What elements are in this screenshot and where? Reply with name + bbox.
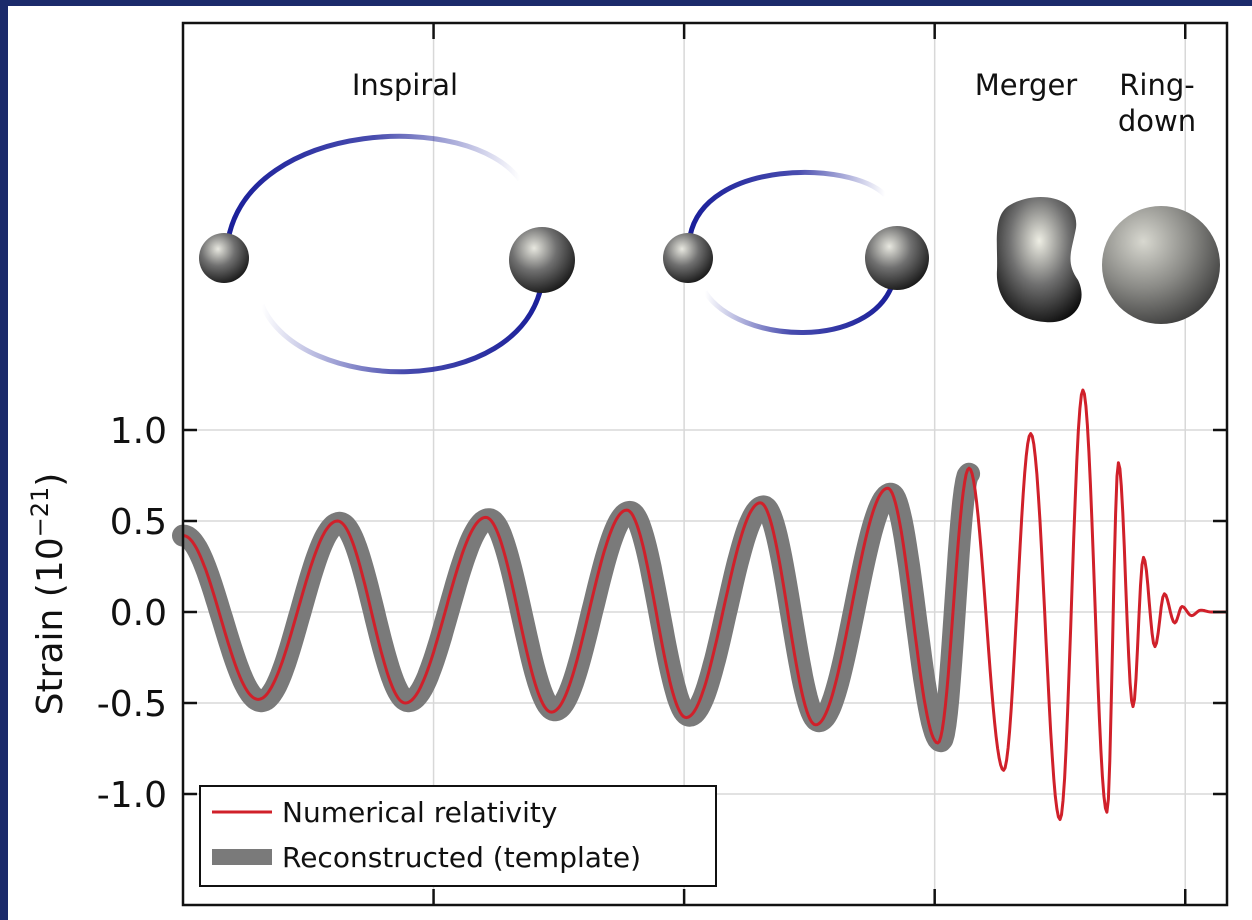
black-hole-large-2: [865, 226, 929, 290]
legend: Numerical relativity Reconstructed (temp…: [199, 785, 717, 887]
y-tick-label-3: -0.5: [97, 684, 167, 725]
inspiral-orbit-small: [663, 169, 929, 335]
inspiral-orbit-large: [199, 133, 575, 375]
y-tick-label-0: 1.0: [110, 411, 167, 452]
black-hole-small-2: [663, 233, 713, 283]
y-axis-label: Strain (10−21): [26, 473, 71, 716]
stage-label-inspiral: Inspiral: [352, 68, 458, 102]
orbit-arc-lower-large: [259, 282, 545, 375]
legend-swatch-reconstructed: [212, 849, 272, 865]
black-hole-small-1: [199, 233, 249, 283]
y-tick-label-1: 0.5: [110, 502, 167, 543]
series-numerical-relativity: [182, 388, 1228, 821]
y-axis-label-exponent: −21: [26, 487, 54, 538]
plot-frame: [181, 21, 1229, 907]
y-axis-label-main: Strain (10: [30, 537, 71, 715]
orbit-arc-lower-small: [702, 282, 896, 335]
y-tick-labels: 1.0 0.5 0.0 -0.5 -1.0: [97, 411, 167, 816]
y-tick-label-2: 0.0: [110, 593, 167, 634]
series-reconstructed-template: [172, 462, 981, 753]
stage-label-merger: Merger: [975, 68, 1078, 102]
y-tick-label-4: -1.0: [97, 775, 167, 816]
stage-label-ringdown-2: down: [1118, 104, 1196, 138]
y-axis-label-close: ): [30, 473, 71, 487]
black-hole-large-1: [509, 227, 575, 293]
template-band-layer: [172, 462, 981, 753]
numerical-line-layer: [182, 388, 1228, 821]
orbit-arc-upper-large: [225, 133, 523, 241]
tick-layer: [183, 23, 1227, 905]
legend-label-numerical: Numerical relativity: [282, 796, 557, 829]
ringdown-black-hole: [1102, 206, 1220, 324]
merger-black-hole: [996, 196, 1082, 323]
legend-box: [199, 785, 717, 887]
figure-panel: [8, 6, 1252, 920]
orbit-arc-upper-small: [687, 169, 887, 237]
legend-label-reconstructed: Reconstructed (template): [282, 841, 641, 874]
stage-label-ringdown-1: Ring-: [1119, 68, 1194, 102]
